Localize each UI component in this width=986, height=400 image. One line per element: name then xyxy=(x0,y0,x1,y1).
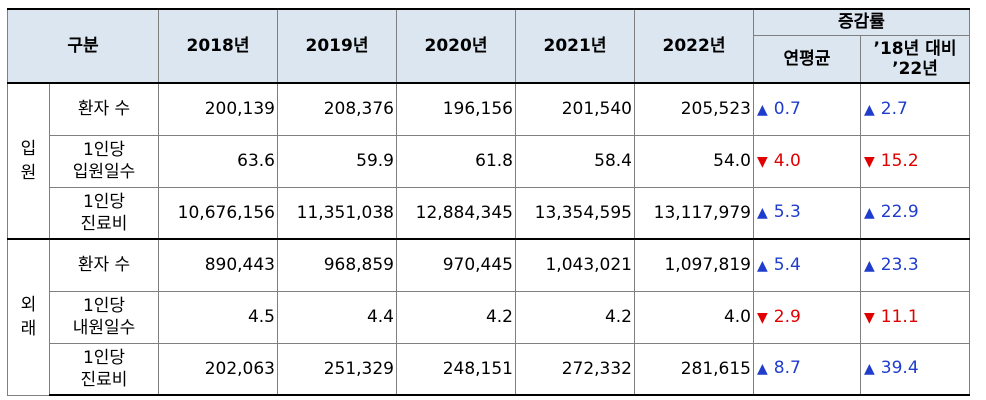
up-triangle-icon: ▲ xyxy=(757,257,768,274)
table-row: 1인당 진료비 10,676,156 11,351,038 12,884,345 13,… xyxy=(8,186,970,240)
value-cell: 970,445 xyxy=(396,238,516,292)
rate-value: 4.0 xyxy=(773,150,801,171)
value-cell: 251,329 xyxy=(277,342,397,396)
annual-avg-rate-cell: ▼ 2.9 xyxy=(753,290,861,344)
header-rate-vs-2018: ’18년 대비 ’22년 xyxy=(860,34,970,84)
value-cell: 4.5 xyxy=(158,290,278,344)
table-body: 입 원 환자 수 200,139 208,376 196,156 201,540 205,5… xyxy=(7,82,970,396)
value-cell: 4.0 xyxy=(634,290,754,344)
group-label: 입 원 xyxy=(7,82,50,240)
group-label: 외 래 xyxy=(7,238,50,396)
annual-avg-rate-cell: ▲ 0.7 xyxy=(753,82,861,136)
row-label: 1인당 입원일수 xyxy=(49,134,159,188)
row-label: 환자 수 xyxy=(49,238,159,292)
rate-value: 2.9 xyxy=(773,306,801,327)
value-cell: 1,043,021 xyxy=(515,238,635,292)
header-year-2021: 2021년 xyxy=(515,8,635,84)
annual-avg-rate-cell: ▲ 5.4 xyxy=(753,238,861,292)
up-triangle-icon: ▲ xyxy=(864,101,875,118)
rate-value: 2.7 xyxy=(880,98,908,119)
value-cell: 4.2 xyxy=(515,290,635,344)
header-category: 구분 xyxy=(7,8,159,84)
value-cell: 196,156 xyxy=(396,82,516,136)
up-triangle-icon: ▲ xyxy=(757,361,768,378)
table-row: 입 원 환자 수 200,139 208,376 196,156 201,540 205,5… xyxy=(7,82,970,240)
rate-value: 23.3 xyxy=(880,254,919,275)
down-triangle-icon: ▼ xyxy=(757,309,768,326)
header-year-2018: 2018년 xyxy=(158,8,278,84)
table-row: 외 래 환자 수 890,443 968,859 970,445 1,043,021 1,0… xyxy=(7,238,970,396)
rate-value: 5.4 xyxy=(773,254,801,275)
rate-value: 22.9 xyxy=(880,202,919,223)
row-label: 1인당 내원일수 xyxy=(49,290,159,344)
value-cell: 248,151 xyxy=(396,342,516,396)
rate-value: 11.1 xyxy=(880,306,919,327)
annual-avg-rate-cell: ▲ 8.7 xyxy=(753,342,861,396)
value-cell: 205,523 xyxy=(634,82,754,136)
value-cell: 1,097,819 xyxy=(634,238,754,292)
value-cell: 63.6 xyxy=(158,134,278,188)
rate-value: 0.7 xyxy=(773,98,801,119)
up-triangle-icon: ▲ xyxy=(864,205,875,222)
value-cell: 54.0 xyxy=(634,134,754,188)
value-cell: 10,676,156 xyxy=(158,186,278,240)
value-cell: 12,884,345 xyxy=(396,186,516,240)
vs-2018-rate-cell: ▲ 23.3 xyxy=(860,238,970,292)
stats-table: 구분 2018년 2019년 2020년 2021년 2022년 증감률 연평균… xyxy=(7,8,970,396)
table-row: 1인당 진료비 202,063 251,329 248,151 272,332 281,6… xyxy=(8,342,970,396)
value-cell: 201,540 xyxy=(515,82,635,136)
vs-2018-rate-cell: ▲ 2.7 xyxy=(860,82,970,136)
value-cell: 13,354,595 xyxy=(515,186,635,240)
header-year-2019: 2019년 xyxy=(277,8,397,84)
header-rate-annual-avg: 연평균 xyxy=(753,34,861,84)
value-cell: 4.4 xyxy=(277,290,397,344)
vs-2018-rate-cell: ▼ 15.2 xyxy=(860,134,970,188)
table-row: 1인당 입원일수 63.6 59.9 61.8 58.4 54.0 ▼ 4.0 ▼ 15.2 xyxy=(8,134,970,188)
value-cell: 890,443 xyxy=(158,238,278,292)
header-rate-group: 증감률 xyxy=(753,8,970,36)
rate-value: 5.3 xyxy=(773,202,801,223)
value-cell: 272,332 xyxy=(515,342,635,396)
value-cell: 59.9 xyxy=(277,134,397,188)
rate-value: 39.4 xyxy=(880,358,919,379)
header-year-2022: 2022년 xyxy=(634,8,754,84)
row-label: 1인당 진료비 xyxy=(49,342,159,396)
value-cell: 13,117,979 xyxy=(634,186,754,240)
down-triangle-icon: ▼ xyxy=(864,153,875,170)
row-label: 1인당 진료비 xyxy=(49,186,159,240)
value-cell: 281,615 xyxy=(634,342,754,396)
rate-value: 8.7 xyxy=(773,358,801,379)
vs-2018-rate-cell: ▲ 22.9 xyxy=(860,186,970,240)
down-triangle-icon: ▼ xyxy=(757,153,768,170)
value-cell: 4.2 xyxy=(396,290,516,344)
rate-value: 15.2 xyxy=(880,150,919,171)
table-row: 1인당 내원일수 4.5 4.4 4.2 4.2 4.0 ▼ 2.9 ▼ 11.1 xyxy=(8,290,970,344)
up-triangle-icon: ▲ xyxy=(864,361,875,378)
vs-2018-rate-cell: ▼ 11.1 xyxy=(860,290,970,344)
value-cell: 61.8 xyxy=(396,134,516,188)
up-triangle-icon: ▲ xyxy=(757,101,768,118)
vs-2018-rate-cell: ▲ 39.4 xyxy=(860,342,970,396)
annual-avg-rate-cell: ▲ 5.3 xyxy=(753,186,861,240)
value-cell: 202,063 xyxy=(158,342,278,396)
down-triangle-icon: ▼ xyxy=(864,309,875,326)
value-cell: 200,139 xyxy=(158,82,278,136)
value-cell: 968,859 xyxy=(277,238,397,292)
value-cell: 58.4 xyxy=(515,134,635,188)
value-cell: 11,351,038 xyxy=(277,186,397,240)
up-triangle-icon: ▲ xyxy=(757,205,768,222)
header-year-2020: 2020년 xyxy=(396,8,516,84)
value-cell: 208,376 xyxy=(277,82,397,136)
annual-avg-rate-cell: ▼ 4.0 xyxy=(753,134,861,188)
row-label: 환자 수 xyxy=(49,82,159,136)
up-triangle-icon: ▲ xyxy=(864,257,875,274)
